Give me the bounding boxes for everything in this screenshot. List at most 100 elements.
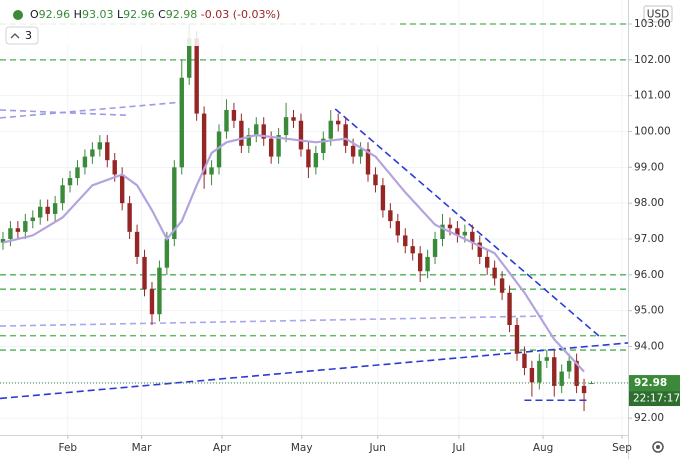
candle-body	[440, 224, 445, 239]
candle-body	[90, 149, 95, 157]
candle-body	[403, 235, 408, 247]
candle-body	[134, 231, 140, 257]
status-dot[interactable]	[13, 10, 23, 20]
currency-label: USD	[647, 9, 669, 21]
y-tick-label: 97.00	[634, 233, 664, 245]
candle-body	[45, 206, 50, 214]
candle-body	[298, 120, 304, 150]
candle-body	[425, 256, 430, 272]
candle-body	[336, 120, 341, 125]
candle-body	[23, 221, 28, 232]
plot-area	[0, 0, 629, 435]
trend-line	[0, 109, 130, 117]
candle-body	[8, 228, 13, 239]
candle-body	[172, 167, 177, 239]
candle-body	[97, 142, 103, 150]
y-tick-label: 100.00	[634, 126, 671, 138]
candle-body	[142, 256, 147, 290]
y-tick-label: 102.00	[634, 54, 671, 66]
candle-body	[410, 246, 415, 254]
candle-body	[119, 174, 125, 204]
candle-body	[0, 238, 6, 243]
ohlc-label: O	[30, 8, 39, 21]
candle-body	[52, 203, 58, 214]
countdown-label: 22:17:17	[633, 393, 680, 405]
candle-body	[499, 278, 505, 293]
candle-body	[15, 228, 21, 232]
candle-body	[268, 138, 274, 157]
candle-body	[574, 360, 579, 386]
candle-body	[105, 142, 110, 161]
indicator-toggle[interactable]	[5, 26, 39, 45]
candle-body	[388, 210, 393, 222]
x-tick-label: May	[291, 442, 313, 454]
y-tick-label: 101.00	[634, 90, 671, 102]
y-tick-label: 96.00	[634, 269, 664, 281]
candle-body	[395, 221, 401, 236]
candle-body	[373, 174, 378, 186]
candle-body	[194, 38, 199, 114]
y-tick-label: 92.00	[634, 412, 664, 424]
candle-body	[470, 231, 475, 243]
moving-average	[2, 133, 585, 373]
x-tick-label: Jul	[452, 442, 466, 454]
x-tick-label: Mar	[132, 442, 152, 454]
candle-body	[492, 267, 497, 279]
candle-body	[216, 131, 222, 168]
candle-body	[283, 117, 289, 136]
y-tick-label: 99.00	[634, 161, 664, 173]
x-tick-label: Sep	[612, 442, 632, 454]
y-tick-label: 98.00	[634, 197, 664, 209]
candle-body	[522, 353, 527, 368]
candle-body	[291, 117, 296, 121]
candle-body	[432, 238, 438, 257]
candle-body	[313, 153, 319, 168]
candle-body	[343, 124, 348, 146]
candle-body	[224, 110, 229, 132]
candle-body	[581, 385, 587, 394]
trend-line	[0, 101, 182, 119]
candle-body	[380, 185, 386, 211]
candle-body	[477, 242, 482, 257]
countdown-badge	[629, 391, 680, 407]
candle-body	[462, 231, 468, 236]
candle-body	[417, 253, 423, 272]
candle-body	[75, 167, 80, 179]
change-text: -0.03 (-0.03%)	[201, 8, 280, 21]
candle-body	[552, 357, 557, 386]
candle-body	[261, 124, 266, 139]
candle-body	[529, 367, 535, 383]
candle-body	[537, 360, 542, 383]
candle-body	[559, 371, 564, 386]
candle-body	[179, 77, 184, 168]
candle-body	[507, 292, 512, 325]
ohlc-readout: O92.96 H93.03 L92.96 C92.98 -0.03 (-0.03…	[30, 8, 280, 21]
x-tick-label: Feb	[58, 442, 77, 454]
ohlc-value: 92.98	[166, 8, 198, 21]
ohlc-label: L	[117, 8, 124, 21]
indicator-count: 3	[25, 29, 32, 42]
x-tick-label: Jun	[368, 442, 385, 454]
candle-body	[358, 149, 363, 157]
header-backdrop	[0, 0, 400, 46]
candle-body	[246, 135, 252, 146]
candle-body	[544, 357, 549, 361]
candle-body	[127, 203, 132, 232]
currency-badge[interactable]	[643, 5, 673, 23]
trend-line	[0, 315, 544, 327]
candle-body	[447, 224, 453, 229]
ohlc-label: H	[74, 8, 82, 21]
y-tick-label: 95.00	[634, 305, 664, 317]
chevron-icon	[10, 33, 20, 39]
candle-body	[60, 185, 65, 204]
candle-body	[157, 267, 162, 315]
settings-icon[interactable]	[652, 441, 664, 453]
last-price-badge	[629, 375, 680, 392]
candle-body	[254, 124, 259, 136]
candle-body	[67, 178, 73, 186]
x-tick-label: Aug	[533, 442, 554, 454]
candle-body	[164, 238, 170, 268]
candle-body	[365, 149, 371, 175]
candle-body	[239, 120, 244, 146]
